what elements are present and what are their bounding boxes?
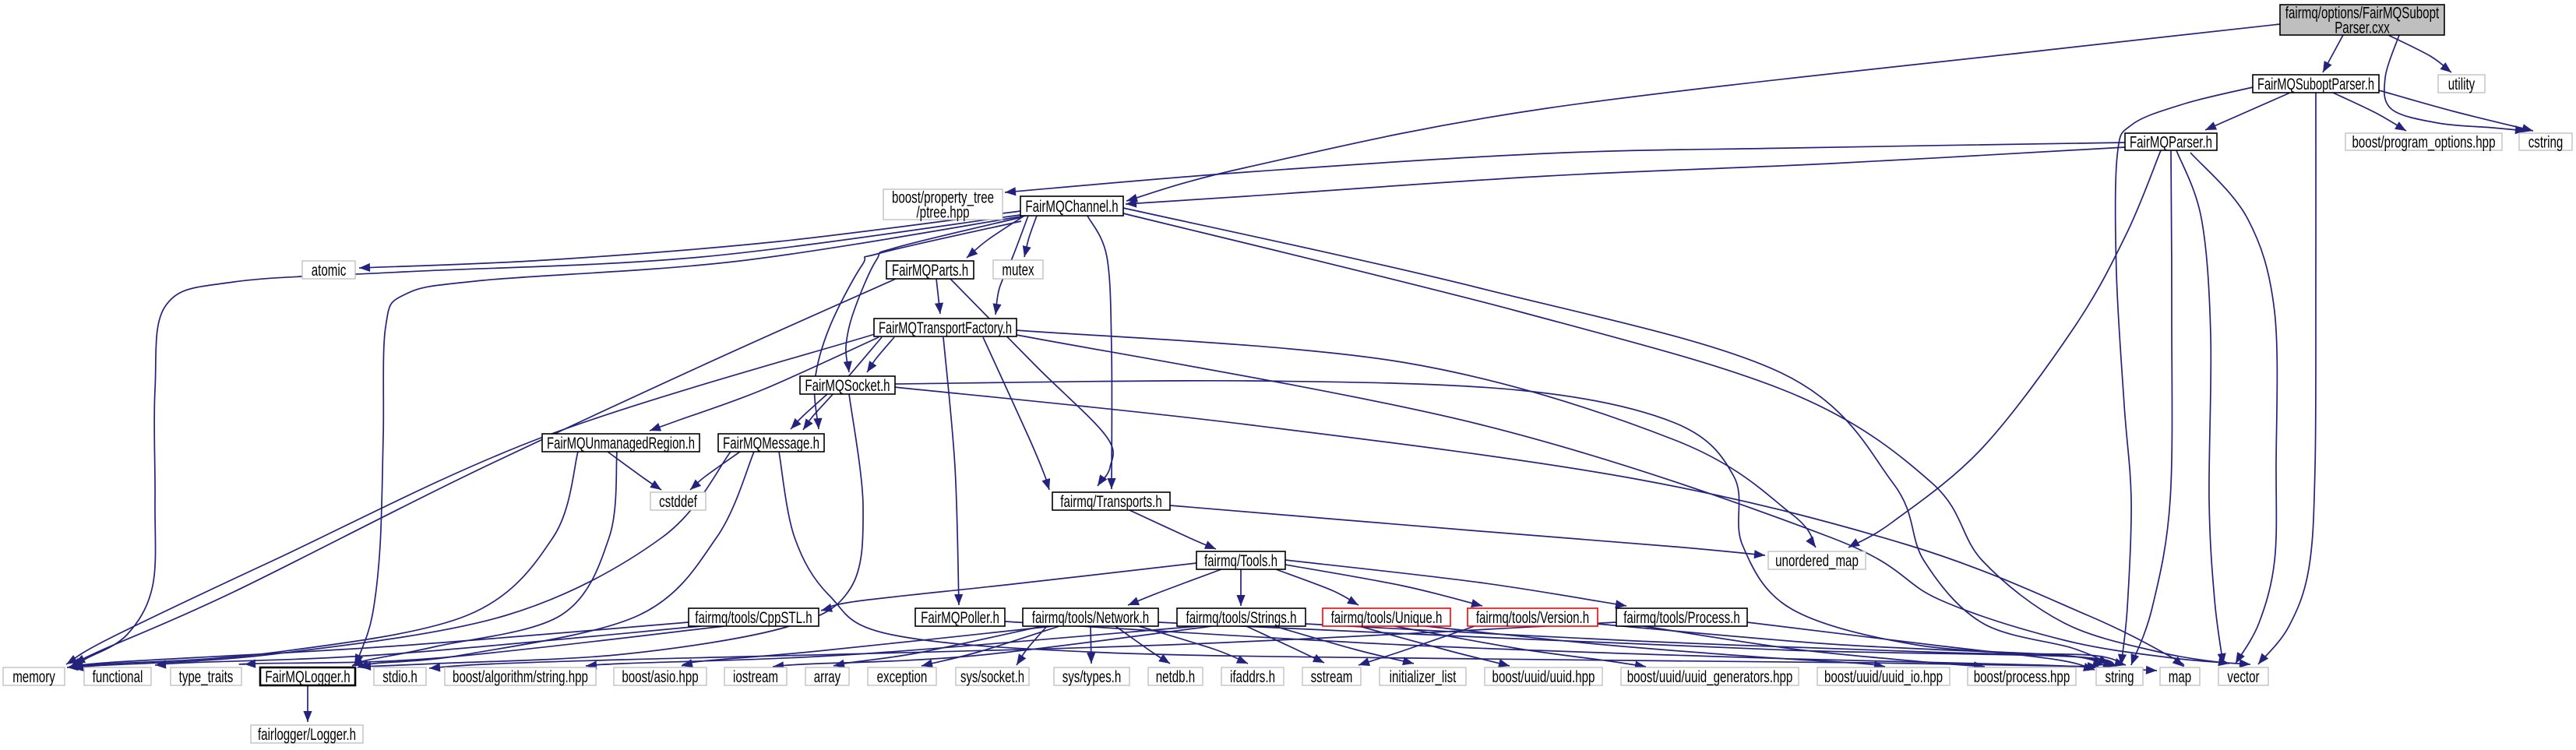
svg-text:boost/process.hpp: boost/process.hpp (1974, 668, 2070, 686)
svg-text:fairmq/Transports.h: fairmq/Transports.h (1060, 493, 1161, 511)
svg-text:boost/asio.hpp: boost/asio.hpp (622, 668, 698, 686)
svg-text:fairmq/tools/Network.h: fairmq/tools/Network.h (1032, 609, 1149, 627)
svg-text:FairMQSuboptParser.h: FairMQSuboptParser.h (2257, 76, 2374, 93)
svg-text:fairmq/tools/Version.h: fairmq/tools/Version.h (1476, 609, 1589, 627)
svg-text:utility: utility (2448, 76, 2476, 93)
svg-text:boost/uuid/uuid_io.hpp: boost/uuid/uuid_io.hpp (1824, 668, 1943, 686)
svg-text:FairMQUnmanagedRegion.h: FairMQUnmanagedRegion.h (547, 435, 695, 452)
svg-text:sys/types.h: sys/types.h (1062, 668, 1122, 686)
svg-text:exception: exception (877, 668, 928, 686)
svg-text:FairMQChannel.h: FairMQChannel.h (1025, 198, 1118, 216)
svg-text:FairMQParts.h: FairMQParts.h (892, 262, 968, 280)
svg-text:cstring: cstring (2528, 133, 2564, 151)
svg-text:sys/socket.h: sys/socket.h (960, 668, 1024, 686)
svg-text:Parser.cxx: Parser.cxx (2335, 19, 2390, 37)
svg-text:fairmq/tools/Strings.h: fairmq/tools/Strings.h (1186, 609, 1297, 627)
svg-text:FairMQPoller.h: FairMQPoller.h (921, 609, 999, 627)
svg-text:FairMQParser.h: FairMQParser.h (2130, 133, 2212, 151)
svg-text:mutex: mutex (1002, 261, 1034, 279)
svg-text:unordered_map: unordered_map (1775, 552, 1859, 570)
svg-text:ifaddrs.h: ifaddrs.h (1230, 668, 1275, 686)
svg-text:FairMQTransportFactory.h: FairMQTransportFactory.h (879, 319, 1012, 337)
svg-text:/ptree.hpp: /ptree.hpp (916, 203, 969, 221)
svg-text:fairmq/Tools.h: fairmq/Tools.h (1204, 552, 1277, 570)
svg-text:string: string (2106, 668, 2134, 686)
svg-text:FairMQLogger.h: FairMQLogger.h (265, 668, 350, 686)
svg-text:netdb.h: netdb.h (1156, 668, 1195, 686)
svg-text:boost/uuid/uuid_generators.hpp: boost/uuid/uuid_generators.hpp (1627, 668, 1793, 686)
svg-text:fairmq/tools/CppSTL.h: fairmq/tools/CppSTL.h (695, 609, 812, 627)
svg-text:fairmq/tools/Process.h: fairmq/tools/Process.h (1623, 609, 1740, 627)
svg-text:atomic: atomic (312, 262, 347, 280)
svg-text:boost/algorithm/string.hpp: boost/algorithm/string.hpp (453, 668, 588, 686)
svg-text:sstream: sstream (1311, 668, 1353, 686)
svg-text:stdio.h: stdio.h (382, 668, 418, 686)
svg-text:fairlogger/Logger.h: fairlogger/Logger.h (258, 726, 356, 744)
svg-text:boost/property_tree: boost/property_tree (892, 188, 994, 206)
svg-text:FairMQMessage.h: FairMQMessage.h (723, 435, 819, 452)
svg-text:initializer_list: initializer_list (1390, 668, 1457, 686)
svg-text:memory: memory (12, 668, 55, 686)
svg-text:iostream: iostream (733, 668, 778, 686)
svg-text:map: map (2169, 668, 2191, 686)
svg-text:FairMQSocket.h: FairMQSocket.h (805, 377, 890, 395)
svg-text:boost/program_options.hpp: boost/program_options.hpp (2352, 133, 2495, 151)
svg-text:type_traits: type_traits (179, 668, 234, 686)
svg-text:functional: functional (93, 668, 143, 686)
svg-text:cstddef: cstddef (659, 493, 697, 511)
svg-text:fairmq/tools/Unique.h: fairmq/tools/Unique.h (1331, 609, 1443, 627)
svg-text:vector: vector (2227, 668, 2259, 686)
svg-text:fairmq/options/FairMQSubopt: fairmq/options/FairMQSubopt (2285, 4, 2440, 22)
svg-text:array: array (814, 668, 841, 686)
svg-text:boost/uuid/uuid.hpp: boost/uuid/uuid.hpp (1492, 668, 1595, 686)
